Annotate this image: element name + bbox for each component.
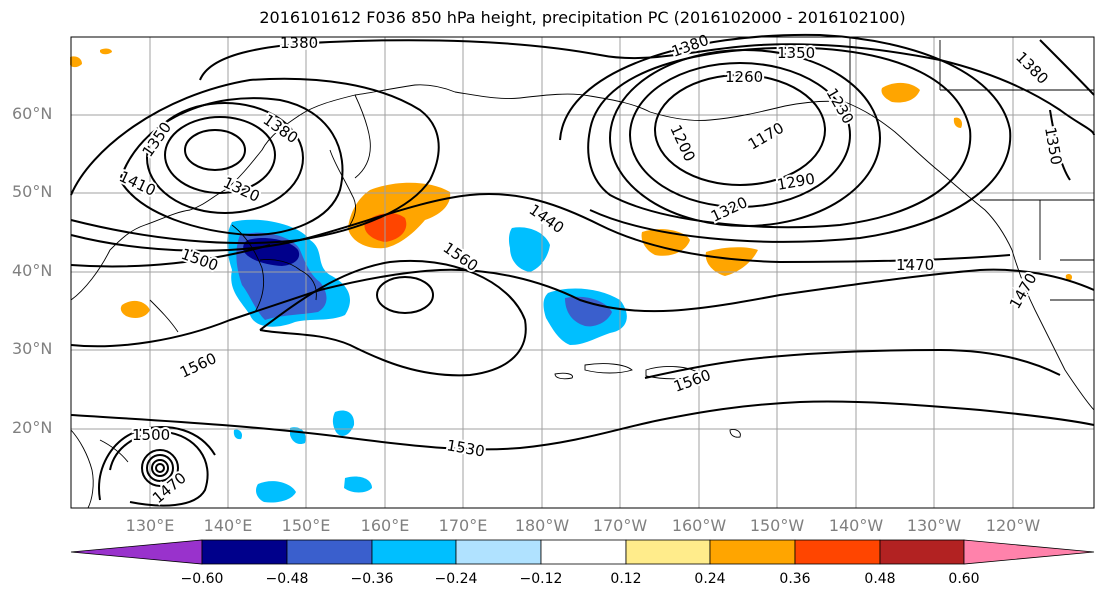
colorbar-tick: −0.24 (434, 571, 478, 587)
colorbar-segment (963, 539, 1095, 565)
height-contours (70, 33, 1095, 507)
colorbar-segment (201, 539, 288, 565)
precip-shading (70, 48, 1073, 503)
colorbar-segment (286, 539, 373, 565)
graticule (71, 37, 1094, 508)
lon-label: 160°W (671, 516, 727, 535)
contour-label: 1500 (132, 426, 170, 444)
lat-label: 60°N (12, 104, 53, 123)
colorbar-tick: 0.36 (779, 571, 811, 587)
lon-label: 150°W (749, 516, 805, 535)
map-title: 2016101612 F036 850 hPa height, precipit… (259, 8, 906, 27)
colorbar-segment (709, 539, 796, 565)
precip-strong-negative (243, 238, 300, 266)
lat-label: 30°N (12, 339, 53, 358)
lon-label: 130°E (125, 516, 175, 535)
colorbar-tick: −0.12 (519, 571, 563, 587)
colorbar (70, 539, 1095, 565)
lat-label: 20°N (12, 418, 53, 437)
colorbar-segment (794, 539, 881, 565)
colorbar-segment (371, 539, 457, 565)
precip-negative-dateline (508, 227, 550, 272)
lon-label: 180°W (514, 516, 570, 535)
lon-label: 170°W (592, 516, 648, 535)
colorbar-segment (540, 539, 627, 565)
colorbar-tick: −0.48 (265, 571, 309, 587)
contour-label: 1260 (725, 68, 763, 86)
colorbar-segment (455, 539, 542, 565)
lon-label: 130°W (906, 516, 962, 535)
lat-label: 40°N (12, 261, 53, 280)
lon-label: 150°E (281, 516, 331, 535)
lon-label: 140°W (828, 516, 884, 535)
colorbar-segment (70, 539, 203, 565)
colorbar-tick: −0.36 (350, 571, 394, 587)
colorbar-segment (879, 539, 965, 565)
colorbar-tick: −0.60 (180, 571, 224, 587)
colorbar-tick: 0.48 (864, 571, 896, 587)
lon-label: 170°E (438, 516, 488, 535)
contour-label: 1470 (896, 256, 934, 274)
map-frame (70, 36, 1095, 509)
coastlines (70, 37, 1095, 509)
lon-label: 120°W (985, 516, 1041, 535)
lon-label: 140°E (203, 516, 253, 535)
colorbar-segment (625, 539, 711, 565)
colorbar-tick: 0.12 (610, 571, 642, 587)
lon-label: 160°E (360, 516, 410, 535)
contour-label: 1350 (777, 44, 815, 62)
lat-label: 50°N (12, 182, 53, 201)
colorbar-tick: 0.24 (694, 571, 726, 587)
colorbar-tick: 0.60 (948, 571, 980, 587)
